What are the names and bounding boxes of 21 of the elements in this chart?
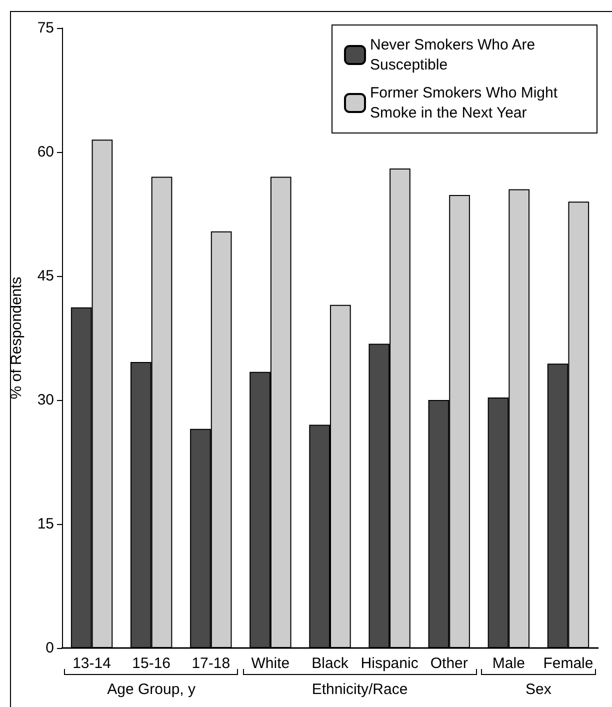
y-tick-label: 15	[37, 516, 54, 532]
x-tick-label: 15-16	[132, 655, 171, 672]
x-tick-label: Female	[543, 655, 594, 672]
x-tick-label: White	[251, 655, 290, 672]
x-tick-label: 13-14	[72, 655, 111, 672]
text: Ethnicity/Race	[312, 681, 408, 698]
y-tick-label: 45	[37, 268, 54, 284]
y-tick-label: 75	[37, 20, 54, 36]
x-tick-label: Hispanic	[360, 655, 419, 672]
x-tick-label: Male	[492, 655, 525, 672]
text: Age Group, y	[107, 681, 196, 698]
y-axis-title: % of Respondents	[8, 276, 25, 400]
legend-label: Never Smokers Who Are Susceptible	[370, 36, 540, 74]
x-tick-label: Black	[312, 655, 349, 672]
legend-label: Former Smokers Who Might Smoke in the Next Year	[370, 84, 562, 122]
text: Sex	[526, 681, 552, 698]
y-tick-label: 30	[37, 392, 54, 408]
x-tick-label: 17-18	[192, 655, 230, 672]
y-tick-label: 60	[37, 144, 54, 160]
x-tick-label: Other	[430, 655, 468, 672]
y-tick-label: 0	[46, 640, 54, 656]
